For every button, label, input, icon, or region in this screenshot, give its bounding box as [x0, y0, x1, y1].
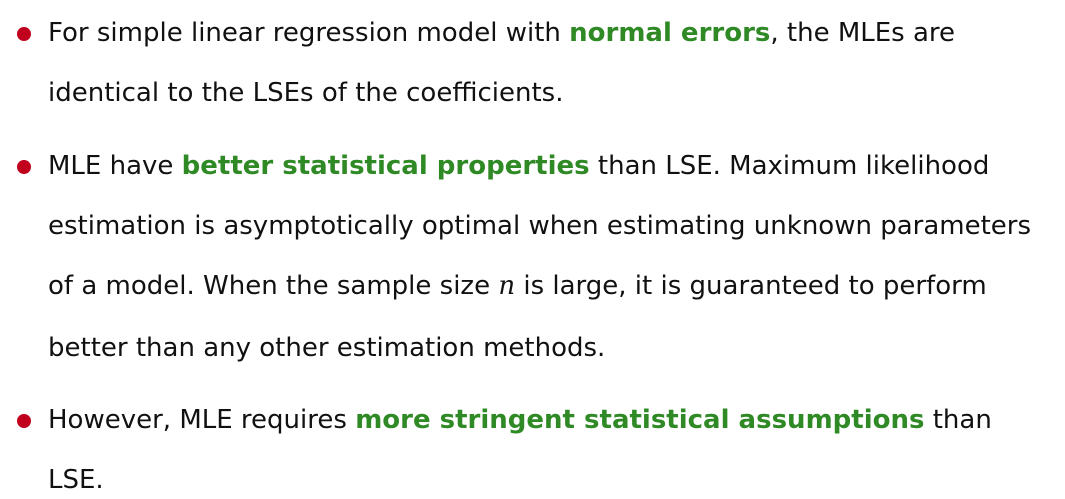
bullet-line: LSE.: [48, 465, 104, 495]
bullet-line: better than any other estimation methods…: [48, 333, 605, 363]
bullet-line: MLE have better statistical properties t…: [48, 151, 989, 181]
text: than: [924, 405, 992, 435]
emphasis-text: more stringent statistical assumptions: [355, 405, 925, 435]
text: However, MLE requires: [48, 405, 356, 435]
bullet-line: estimation is asymptotically optimal whe…: [48, 211, 1031, 241]
text: For simple linear regression model with: [48, 18, 570, 48]
text: LSE.: [48, 465, 104, 495]
bullet-dot-icon: [17, 27, 31, 41]
text: MLE have: [48, 151, 182, 181]
text: of a model. When the sample size: [48, 271, 499, 301]
bullet-dot-icon: [17, 414, 31, 428]
bullet-line: identical to the LSEs of the coefficient…: [48, 78, 563, 108]
text: is large, it is guaranteed to perform: [515, 271, 987, 301]
emphasis-text: normal errors: [569, 18, 771, 48]
text: better than any other estimation methods…: [48, 333, 606, 363]
bullet-line: of a model. When the sample size n is la…: [48, 271, 987, 301]
text: identical to the LSEs of the coefficient…: [48, 78, 564, 108]
bullet-dot-icon: [17, 160, 31, 174]
bullet-line: For simple linear regression model with …: [48, 18, 955, 48]
text: , the MLEs are: [770, 18, 956, 48]
text: than LSE. Maximum likelihood: [589, 151, 990, 181]
emphasis-text: better statistical properties: [181, 151, 590, 181]
text: estimation is asymptotically optimal whe…: [48, 211, 1032, 241]
math-variable-n: n: [498, 271, 516, 301]
bullet-line: However, MLE requires more stringent sta…: [48, 405, 992, 435]
